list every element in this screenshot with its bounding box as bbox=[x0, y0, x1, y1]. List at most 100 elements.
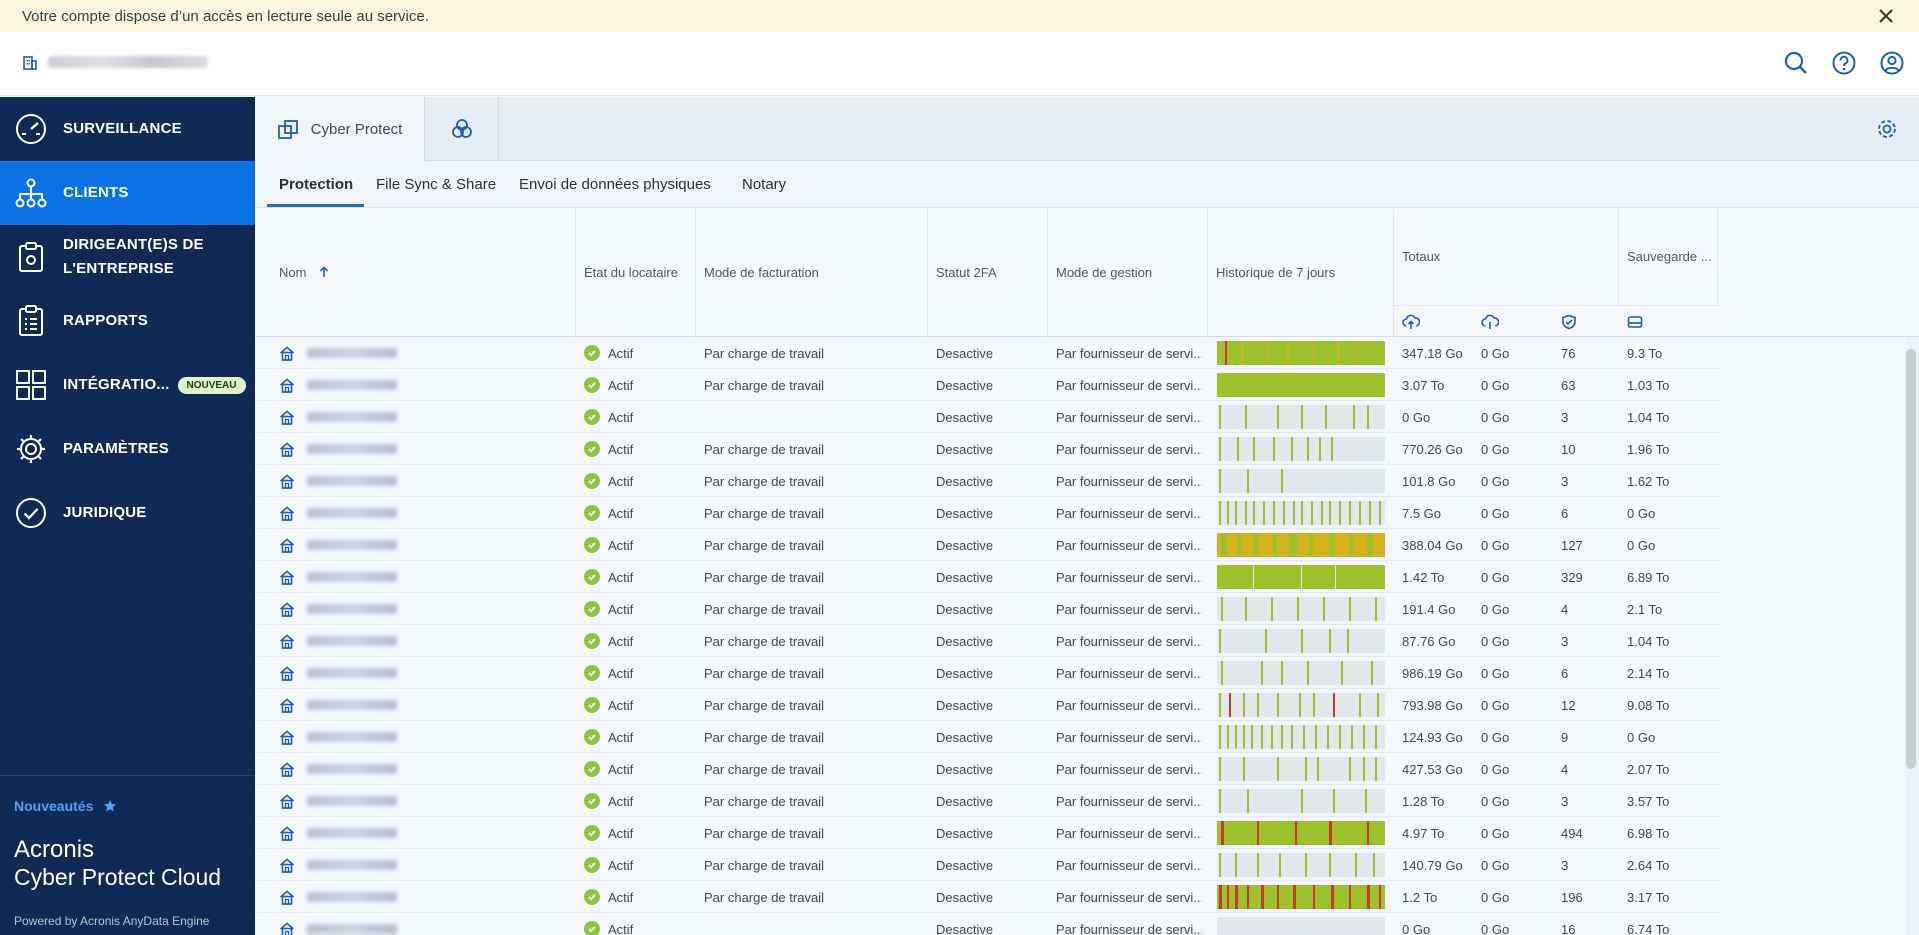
history-segment bbox=[1307, 661, 1309, 685]
customer-name-redacted[interactable] bbox=[307, 668, 397, 678]
column-header-billing-mode[interactable]: Mode de facturation bbox=[696, 209, 928, 337]
settings-gear-icon[interactable] bbox=[1875, 117, 1899, 141]
customer-name-redacted[interactable] bbox=[307, 572, 397, 582]
customer-name-redacted[interactable] bbox=[307, 892, 397, 902]
table-row[interactable]: Actif Par charge de travail Desactive Par f… bbox=[255, 529, 1718, 561]
shield-check-icon[interactable] bbox=[1561, 314, 1577, 330]
tab-secondary-service[interactable] bbox=[425, 97, 499, 161]
column-header-tenant-state[interactable]: État du locataire bbox=[576, 209, 696, 337]
sort-ascending-icon[interactable] bbox=[318, 266, 330, 278]
table-row[interactable]: Actif Par charge de travail Desactive Par f… bbox=[255, 657, 1718, 689]
sidebar-item-clients[interactable]: CLIENTS bbox=[0, 161, 255, 225]
history-segment bbox=[1379, 885, 1381, 909]
table-row[interactable]: Actif Par charge de travail Desactive Par f… bbox=[255, 817, 1718, 849]
customer-name-redacted[interactable] bbox=[307, 764, 397, 774]
management-mode: Par fournisseur de servi... bbox=[1056, 761, 1202, 777]
sidebar-item-surveillance[interactable]: SURVEILLANCE bbox=[0, 97, 255, 161]
column-header-7-day-history[interactable]: Historique de 7 jours bbox=[1208, 209, 1394, 337]
table-row[interactable]: Actif Par charge de travail Desactive Par f… bbox=[255, 561, 1718, 593]
sidebar-item-settings[interactable]: PARAMÈTRES bbox=[0, 417, 255, 481]
sidebar-item-legal[interactable]: JURIDIQUE bbox=[0, 481, 255, 545]
table-row[interactable]: Actif Par charge de travail Desactive Par f… bbox=[255, 369, 1718, 401]
cloud-upload-icon[interactable] bbox=[1402, 314, 1420, 330]
7-day-history-bar[interactable] bbox=[1217, 533, 1385, 557]
subtab-notary[interactable]: Notary bbox=[742, 176, 787, 193]
table-row[interactable]: Actif Par charge de travail Desactive Par f… bbox=[255, 689, 1718, 721]
sidebar-item-integrations[interactable]: INTÉGRATIO... NOUVEAU bbox=[0, 353, 255, 417]
management-mode: Par fournisseur de servi... bbox=[1056, 921, 1202, 935]
table-row[interactable]: Actif Par charge de travail Desactive Par f… bbox=[255, 785, 1718, 817]
7-day-history-bar[interactable] bbox=[1217, 341, 1385, 365]
7-day-history-bar[interactable] bbox=[1217, 661, 1385, 685]
customer-name-redacted[interactable] bbox=[307, 508, 397, 518]
scrollbar-thumb[interactable] bbox=[1906, 349, 1916, 769]
subtab-protection[interactable]: Protection bbox=[279, 176, 354, 193]
table-row[interactable]: Actif Par charge de travail Desactive Par f… bbox=[255, 465, 1718, 497]
7-day-history-bar[interactable] bbox=[1217, 469, 1385, 493]
7-day-history-bar[interactable] bbox=[1217, 501, 1385, 525]
table-row[interactable]: Actif Par charge de travail Desactive Par f… bbox=[255, 849, 1718, 881]
7-day-history-bar[interactable] bbox=[1217, 885, 1385, 909]
customer-name-redacted[interactable] bbox=[307, 924, 397, 934]
backup-drive-icon[interactable] bbox=[1627, 314, 1643, 330]
7-day-history-bar[interactable] bbox=[1217, 789, 1385, 813]
7-day-history-bar[interactable] bbox=[1217, 725, 1385, 749]
customer-name-redacted[interactable] bbox=[307, 476, 397, 486]
column-header-management-mode[interactable]: Mode de gestion bbox=[1048, 209, 1208, 337]
help-icon[interactable] bbox=[1831, 50, 1857, 76]
customer-name-redacted[interactable] bbox=[307, 348, 397, 358]
search-icon[interactable] bbox=[1783, 50, 1809, 76]
total-cloud-storage: 7.5 Go bbox=[1402, 505, 1442, 521]
table-row[interactable]: Actif Desactive Par fournisseur de servi..… bbox=[255, 913, 1718, 935]
7-day-history-bar[interactable] bbox=[1217, 693, 1385, 717]
history-segment bbox=[1257, 821, 1259, 845]
history-segment bbox=[1291, 725, 1293, 749]
7-day-history-bar[interactable] bbox=[1217, 597, 1385, 621]
7-day-history-bar[interactable] bbox=[1217, 629, 1385, 653]
subtab-file-sync-share[interactable]: File Sync & Share bbox=[376, 176, 497, 193]
user-account-icon[interactable] bbox=[1879, 50, 1905, 76]
column-header-name[interactable]: Nom bbox=[255, 209, 576, 337]
table-row[interactable]: Actif Par charge de travail Desactive Par f… bbox=[255, 753, 1718, 785]
subtab-physical-data-shipping[interactable]: Envoi de données physiques bbox=[519, 176, 711, 193]
sidebar-item-reports[interactable]: RAPPORTS bbox=[0, 289, 255, 353]
customer-name-redacted[interactable] bbox=[307, 380, 397, 390]
customer-name-redacted[interactable] bbox=[307, 860, 397, 870]
7-day-history-bar[interactable] bbox=[1217, 821, 1385, 845]
table-row[interactable]: Actif Par charge de travail Desactive Par f… bbox=[255, 881, 1718, 913]
customer-name-redacted[interactable] bbox=[307, 444, 397, 454]
customer-name-redacted[interactable] bbox=[307, 828, 397, 838]
customer-name-redacted[interactable] bbox=[307, 732, 397, 742]
customer-name-redacted[interactable] bbox=[307, 700, 397, 710]
7-day-history-bar[interactable] bbox=[1217, 917, 1385, 935]
close-icon[interactable] bbox=[1877, 7, 1895, 25]
7-day-history-bar[interactable] bbox=[1217, 405, 1385, 429]
table-row[interactable]: Actif Par charge de travail Desactive Par f… bbox=[255, 337, 1718, 369]
7-day-history-bar[interactable] bbox=[1217, 373, 1385, 397]
tab-cyber-protect[interactable]: Cyber Protect bbox=[255, 97, 425, 162]
table-row[interactable]: Actif Par charge de travail Desactive Par f… bbox=[255, 497, 1718, 529]
table-row[interactable]: Actif Par charge de travail Desactive Par f… bbox=[255, 433, 1718, 465]
column-header-2fa-status[interactable]: Statut 2FA bbox=[928, 209, 1048, 337]
whats-new-link[interactable]: Nouveautés bbox=[14, 798, 255, 814]
table-row[interactable]: Actif Par charge de travail Desactive Par f… bbox=[255, 593, 1718, 625]
7-day-history-bar[interactable] bbox=[1217, 853, 1385, 877]
history-segment bbox=[1379, 501, 1381, 525]
7-day-history-bar[interactable] bbox=[1217, 757, 1385, 781]
table-row[interactable]: Actif Par charge de travail Desactive Par f… bbox=[255, 625, 1718, 657]
table-row[interactable]: Actif Par charge de travail Desactive Par f… bbox=[255, 721, 1718, 753]
cloud-sync-icon[interactable] bbox=[1481, 314, 1499, 330]
table-row[interactable]: Actif Desactive Par fournisseur de servi..… bbox=[255, 401, 1718, 433]
customer-name-redacted[interactable] bbox=[307, 604, 397, 614]
customer-name-redacted[interactable] bbox=[307, 796, 397, 806]
status-ok-icon bbox=[584, 377, 600, 393]
history-segment bbox=[1277, 757, 1279, 781]
sidebar-item-company-managers[interactable]: DIRIGEANT(E)S DE L'ENTREPRISE bbox=[0, 225, 255, 289]
customer-name-redacted[interactable] bbox=[307, 412, 397, 422]
7-day-history-bar[interactable] bbox=[1217, 437, 1385, 461]
customer-name-redacted[interactable] bbox=[307, 540, 397, 550]
tenant-selector[interactable] bbox=[22, 54, 208, 70]
7-day-history-bar[interactable] bbox=[1217, 565, 1385, 589]
star-icon bbox=[104, 800, 117, 812]
customer-name-redacted[interactable] bbox=[307, 636, 397, 646]
